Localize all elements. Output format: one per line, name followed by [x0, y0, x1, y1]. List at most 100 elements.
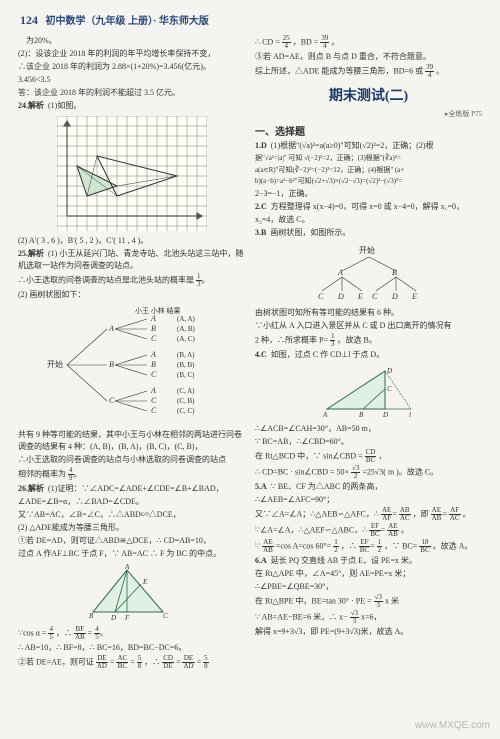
- q26a: (1)证明：∵∠ADC=∠ADE+∠CDE=∠B+∠BAD，: [48, 484, 224, 493]
- frac-af-ac: AFAC: [449, 507, 461, 522]
- right-column: ∴ CD = 254 ，BD = 394 。 ③若 AD=AE，则点 B 与点 …: [255, 34, 482, 671]
- q6f: 解得 x=9+3√3，即 PE=(9+3√3)米，故选 A。: [255, 626, 482, 638]
- r3: 综上所述，△ADE 能成为等腰三角形，BD=6 或 394 。: [255, 64, 482, 79]
- svg-text:C: C: [151, 406, 157, 415]
- triangle-figure: ABC EFD: [87, 564, 177, 622]
- q6c: ∴∠PBE=∠QBE=30°，: [255, 581, 482, 593]
- svg-text:A: A: [108, 324, 114, 333]
- q1d: b)(a−b)=a²−b²"可知(√2+√3)×(√2−√3)=(√2)²−(√…: [255, 176, 482, 187]
- q4-label: 4.C: [255, 350, 267, 359]
- q24-text: (1)如图。: [48, 101, 81, 110]
- q25f: 相邻的概率为 49。: [18, 467, 245, 482]
- svg-text:l: l: [409, 411, 411, 419]
- content-columns: 为20%。 (2)：设该企业 2018 年的利润的年平均增长率保持不变， ∴该企…: [0, 34, 500, 671]
- svg-text:(C, C): (C, C): [177, 407, 195, 415]
- frac-39-4b: 394: [425, 64, 434, 79]
- svg-text:C: C: [163, 612, 168, 620]
- frac-4-9: 49: [68, 467, 74, 482]
- svg-text:D: D: [386, 367, 392, 375]
- r1: ∴ CD = 254 ，BD = 394 。: [255, 35, 482, 50]
- frac-bf-ab: BFAB: [74, 626, 86, 641]
- q24b: (2) A′( 3 , 6 )，B′( 5 , 2 )，C′( 11 , 4 )…: [18, 235, 245, 247]
- q25c: (2) 画树状图如下：: [18, 289, 245, 301]
- q25-label: 25.解析: [18, 249, 44, 258]
- svg-text:(B, C): (B, C): [177, 371, 195, 379]
- q3d: 2 种，∴所求概率 P= 13 。故选 B。: [255, 333, 482, 348]
- svg-text:B: B: [151, 324, 156, 333]
- svg-text:开始: 开始: [47, 359, 63, 369]
- q1c: a(a∊R)"可知(∛−2)³=(−2)³=12，正确；(4)根据" (a+: [255, 165, 482, 176]
- grid-figure: [57, 116, 207, 231]
- q25: 25.解析 (1) 小王从延兴门站、青龙寺站、北池头站这三站中，随机选取一站作为…: [18, 248, 245, 272]
- frac-de-ad2: DEAD: [182, 655, 194, 670]
- frac-39-4: 394: [320, 35, 329, 50]
- svg-text:B: B: [392, 268, 397, 277]
- svg-text:B: B: [89, 612, 94, 620]
- q25a: (1) 小王从延兴门站、青龙寺站、北池头站这三站中，随机选取一站作为问卷调查的站…: [18, 249, 243, 270]
- frac-r3-2: √32: [351, 465, 360, 480]
- frac-25-4: 254: [282, 35, 291, 50]
- q26b: ∠ADE=∠B=α，∴∠BAD=∠CDE。: [18, 496, 245, 508]
- q26i: ②若 DE=AE，则可证 DEAD = ACBC = 58 ，∴ CDDE = …: [18, 655, 245, 670]
- svg-text:(A, B): (A, B): [177, 325, 196, 333]
- q25e: ∴小王选取的问卷调查的站点与小林选取的问卷调查的站点: [18, 454, 245, 466]
- svg-text:B: B: [359, 411, 364, 419]
- q26e: ①若 DE=AD，则可证△ABD≅△DCE，∴ CD=AB=10，: [18, 535, 245, 547]
- frac-4-5b: 45: [94, 626, 100, 641]
- tree-figure-1: 小王 小林 结果 开始 ABC ABC ABC ACC (A, A)(A, B)…: [37, 305, 227, 425]
- q3: 3.B 画树状图，如图所示。: [255, 227, 482, 239]
- q6-label: 6.A: [255, 556, 267, 565]
- frac-4-5: 45: [48, 626, 54, 641]
- q1e: 2−3=−1，正确。: [255, 188, 482, 200]
- svg-text:(A, C): (A, C): [177, 335, 196, 343]
- svg-text:开始: 开始: [359, 245, 375, 255]
- frac-1-3: 13: [196, 273, 202, 288]
- q5b: ∴∠AEB=∠AFC=90°；: [255, 494, 482, 506]
- svg-text:C: C: [151, 396, 157, 405]
- svg-text:A: A: [337, 268, 343, 277]
- svg-text:B: B: [109, 360, 114, 369]
- frac-ae-ab2: AEAB: [387, 523, 399, 538]
- q5: 5.A ∵ BE、CF 为△ABC 的两条高，: [255, 481, 482, 493]
- text: 3.456<3.5: [18, 74, 245, 86]
- svg-text:(C, A): (C, A): [177, 387, 195, 395]
- frac-ae-ab3: AEAB: [262, 539, 274, 554]
- text: 为20%。: [18, 35, 245, 47]
- q25b: ∴小王选取的问卷调查的站点是北池头站的概率是 13。: [18, 273, 245, 288]
- frac-1-3b: 13: [330, 333, 336, 348]
- q2-label: 2.C: [255, 202, 267, 211]
- q4e: ∴ CD=BC · sin∠CBD = 50× √32 =25√3( m )。故…: [255, 465, 482, 480]
- frac-r3-3: √33: [374, 594, 383, 609]
- svg-text:(B, A): (B, A): [177, 351, 195, 359]
- q26f: 过点 A 作AF⊥BC 于点 F，∵ AB=AC ∴ F 为 BC 的中点。: [18, 548, 245, 560]
- svg-text:E: E: [357, 292, 363, 301]
- q3-label: 3.B: [255, 228, 266, 237]
- q4-figure: ABDl DC: [319, 365, 419, 419]
- q1: 1.D (1)根据"(√a)²=a(a≥0)"可知(√2)²=2，正确；(2)根: [255, 140, 482, 152]
- q26: 26.解析 (1)证明：∵∠ADC=∠ADE+∠CDE=∠B+∠BAD，: [18, 483, 245, 495]
- q26-label: 26.解析: [18, 484, 44, 493]
- q1b: 据"√a²=|a|" 可知 √(−2)²=2，正确；(3)根据"(∛a)³=: [255, 153, 482, 164]
- svg-text:A: A: [124, 564, 130, 571]
- page-title: 初中数学（九年级 上册）· 华东师大版: [46, 16, 209, 27]
- q26h: ∴ AB=10，∴ BF=8，∴ BC=16，BD=BC−DC=6。: [18, 642, 245, 654]
- svg-text:C: C: [372, 292, 378, 301]
- frac-5-8: 58: [137, 655, 143, 670]
- q4: 4.C 如图，过点 C 作 CD⊥l 于点 D。: [255, 349, 482, 361]
- q4d: 在 Rt△BCD 中，∵ sin∠CBD = CDBC ，: [255, 449, 482, 464]
- text: ∴该企业 2018 年的利润为 2.88×(1+20%)=3.456(亿元)。: [18, 61, 245, 73]
- svg-text:D: D: [110, 614, 116, 622]
- q6: 6.A 延长 PQ 交直线 AB 于点 E，设 PE=x 米。: [255, 555, 482, 567]
- svg-text:小王 小林 结果: 小王 小林 结果: [135, 306, 181, 315]
- svg-text:A: A: [150, 314, 156, 323]
- svg-text:C: C: [151, 370, 157, 379]
- r2: ③若 AD=AE，则点 B 与点 D 重合，不符合题意。: [255, 51, 482, 63]
- q6b: 在 Rt△APE 中，∠A=45°，则 AE=PE=x 米；: [255, 568, 482, 580]
- frac-1-2: 12: [333, 539, 339, 554]
- frac-ae-af: AEAF: [381, 507, 392, 522]
- q6d: 在 Rt△BPE 中，BE=tan 30° · PE = √33 x 米: [255, 594, 482, 609]
- frac-ef-bc: EFBC: [369, 523, 380, 538]
- tree-figure-2: 开始 AB CDE CDE: [294, 243, 444, 303]
- frac-18-bc: 18BC: [419, 539, 430, 554]
- q25d: 共有 9 种等可能的结果，其中小王与小林在相邻的两站进行问卷调查的结果有 4 种…: [18, 429, 245, 453]
